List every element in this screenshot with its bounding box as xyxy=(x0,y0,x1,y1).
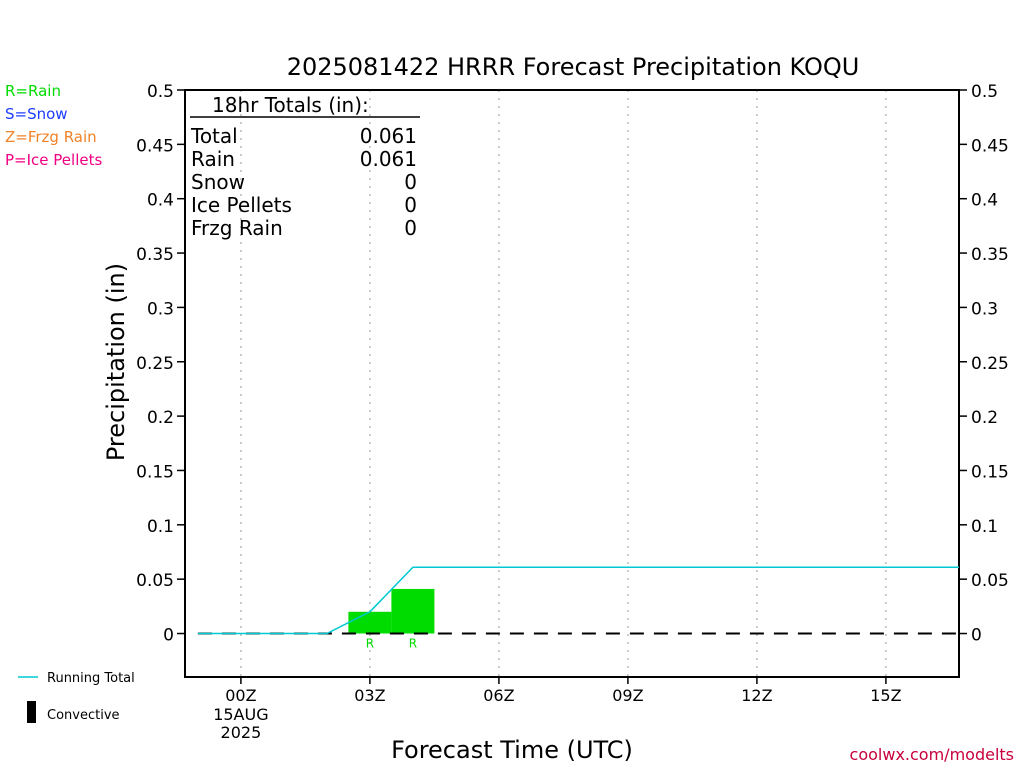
y-tick-label-right: 0.35 xyxy=(971,245,1009,265)
y-tick-label-right: 0.1 xyxy=(971,517,998,537)
y-tick-label-right: 0.4 xyxy=(971,191,998,211)
chart-title: 2025081422 HRRR Forecast Precipitation K… xyxy=(287,53,860,81)
y-tick-label: 0 xyxy=(163,626,174,646)
running-total-legend-label: Running Total xyxy=(47,671,135,686)
x-tick-label: 15Z xyxy=(870,686,901,705)
totals-row-label: Total xyxy=(190,124,238,148)
x-tick-year: 2025 xyxy=(221,723,262,742)
watermark: coolwx.com/modelts xyxy=(850,745,1014,764)
totals-rows: Total 0.061 Rain 0.061 Snow 0 Ice Pellets 0 Frzg… xyxy=(190,124,417,240)
grid-lines xyxy=(240,90,887,677)
x-tick-label: 06Z xyxy=(483,686,514,705)
y-tick-label: 0.1 xyxy=(147,517,174,537)
type-legend-item: P=Ice Pellets xyxy=(5,151,102,169)
y-tick-label: 0.5 xyxy=(147,82,174,102)
plot-frame xyxy=(184,89,960,678)
x-tick-label: 12Z xyxy=(741,686,772,705)
y-tick-label-right: 0.5 xyxy=(971,82,998,102)
precip-type-label: R xyxy=(409,637,417,651)
totals-header: 18hr Totals (in): xyxy=(212,93,369,117)
totals-row-label: Rain xyxy=(191,147,235,171)
type-legend-item: Z=Frzg Rain xyxy=(5,128,97,146)
y-tick-label: 0.05 xyxy=(136,571,174,591)
x-tick-label: 00Z xyxy=(225,686,256,705)
convective-legend-swatch xyxy=(27,701,36,723)
totals-row-label: Frzg Rain xyxy=(191,216,283,240)
y-tick-label-right: 0.2 xyxy=(971,408,998,428)
totals-row-label: Ice Pellets xyxy=(191,193,292,217)
precip-bar xyxy=(391,588,435,634)
y-tick-label-right: 0.25 xyxy=(971,354,1009,374)
y-tick-label-right: 0.05 xyxy=(971,571,1009,591)
y-tick-label: 0.4 xyxy=(147,191,174,211)
y-axis-right: 0 0.05 0.1 0.15 0.2 0.25 0.3 0.35 0.4 0.45 0.5 xyxy=(959,82,1009,646)
y-axis-left: 0 0.05 0.1 0.15 0.2 0.25 0.3 0.35 0.4 0.45 0.5 xyxy=(136,82,185,646)
x-axis-label: Forecast Time (UTC) xyxy=(391,736,633,764)
y-tick-label: 0.3 xyxy=(147,299,174,319)
x-tick-label: 03Z xyxy=(354,686,385,705)
y-tick-label: 0.15 xyxy=(136,462,174,482)
precip-type-label: R xyxy=(366,637,374,651)
totals-row-value: 0 xyxy=(404,170,417,194)
bottom-legend: Running Total Convective xyxy=(18,671,135,723)
y-tick-label-right: 0.15 xyxy=(971,462,1009,482)
y-tick-label-right: 0.45 xyxy=(971,136,1009,156)
totals-row-value: 0 xyxy=(404,216,417,240)
x-tick-date: 15AUG xyxy=(213,705,268,724)
y-tick-label: 0.2 xyxy=(147,408,174,428)
totals-row-label: Snow xyxy=(191,170,245,194)
y-tick-label: 0.35 xyxy=(136,245,174,265)
type-legend-item: S=Snow xyxy=(5,105,68,123)
precip-bar xyxy=(348,611,392,634)
totals-box: 18hr Totals (in): Total 0.061 Rain 0.061 Sno… xyxy=(190,93,420,240)
totals-row-value: 0 xyxy=(404,193,417,217)
y-tick-label: 0.25 xyxy=(136,354,174,374)
y-tick-label-right: 0.3 xyxy=(971,299,998,319)
running-total-line xyxy=(197,566,959,635)
type-legend-item: R=Rain xyxy=(5,82,61,100)
y-tick-label: 0.45 xyxy=(136,136,174,156)
convective-legend-label: Convective xyxy=(47,708,120,723)
totals-row-value: 0.061 xyxy=(360,147,417,171)
x-tick-label: 09Z xyxy=(612,686,643,705)
totals-row-value: 0.061 xyxy=(360,124,417,148)
y-tick-label-right: 0 xyxy=(971,626,982,646)
y-axis-label: Precipitation (in) xyxy=(102,263,130,461)
precip-type-legend: R=Rain S=Snow Z=Frzg Rain P=Ice Pellets xyxy=(5,82,102,169)
